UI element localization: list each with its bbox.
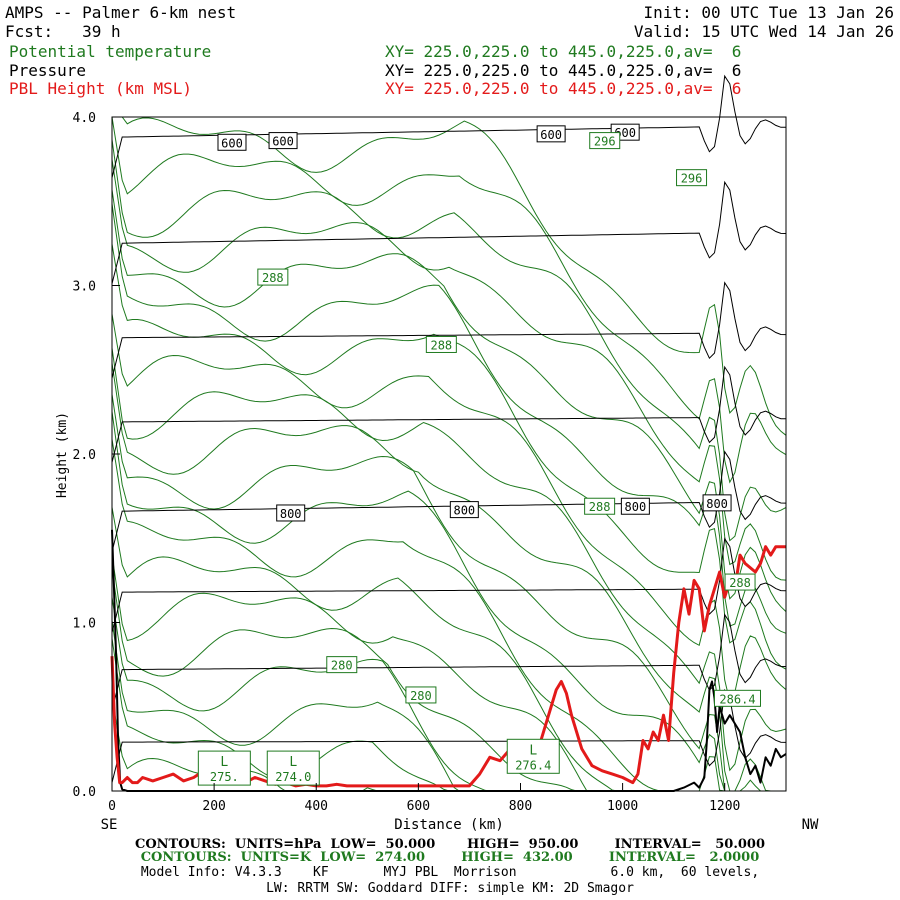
pressure-contour-750 [111, 365, 787, 463]
pressure-label-box [268, 132, 298, 150]
x-tick-label-2: 400 [305, 799, 328, 814]
pressure-label: 600 [221, 136, 243, 150]
pressure-label-box [217, 133, 247, 151]
y-tick-label-4: 4.0 [73, 111, 96, 126]
low-label-box [506, 738, 560, 774]
y-tick-label-0: 0.0 [73, 785, 96, 800]
theta-label-box [713, 689, 761, 707]
theta-label-box [589, 132, 621, 150]
theta-contour-14 [111, 203, 787, 634]
pressure-label-box [276, 504, 306, 522]
theta-label: 288 [729, 576, 751, 590]
chart-title: AMPS -- Palmer 6-km nest [5, 3, 237, 22]
pressure-contour-650 [111, 180, 787, 284]
low-label: L [289, 755, 297, 770]
x-tick-label-1: 200 [202, 799, 225, 814]
axes: 0 200 400 600 800 1000 1200 0.0 1.0 2.0 3.0 4.0 [73, 111, 741, 814]
theta-label-box [405, 686, 437, 704]
x-tick-label-4: 800 [509, 799, 532, 814]
theta-label: 288 [589, 500, 611, 514]
theta-label: 280 [410, 689, 432, 703]
low-label: L [529, 743, 537, 758]
theta-contour-18 [111, 116, 787, 484]
pressure-contour-950 [111, 688, 787, 783]
theta-label-box [676, 169, 708, 187]
pressure-label: 600 [540, 128, 562, 142]
pressure-label-box [449, 501, 479, 519]
low-label-box [266, 750, 320, 786]
theta-contour-15 [111, 189, 787, 612]
theta-label: 296 [681, 172, 703, 186]
valid-time: Valid: 15 UTC Wed 14 Jan 26 [633, 22, 894, 41]
field-theta-xy: XY= 225.0,225.0 to 445.0,225.0,av= 6 [385, 42, 742, 61]
field-pressure-xy: XY= 225.0,225.0 to 445.0,225.0,av= 6 [385, 61, 742, 80]
pressure-label: 600 [272, 135, 294, 149]
pressure-label: 800 [625, 500, 647, 514]
theta-label-box [724, 573, 756, 591]
terrain-line [111, 529, 787, 792]
low-label-box [197, 750, 251, 786]
pressure-contour-800 [111, 450, 787, 552]
x-tick-label-3: 600 [407, 799, 430, 814]
theta-contour-9 [111, 394, 786, 792]
theta-label-box [425, 335, 457, 353]
x-tick-label-6: 1200 [709, 799, 740, 814]
pressure-contour-850 [111, 537, 787, 633]
theta-contours [111, 116, 787, 792]
theta-contour-16 [111, 159, 787, 581]
x-tick-label-0: 0 [108, 799, 116, 814]
field-pbl-name: PBL Height (km MSL) [9, 79, 193, 98]
theta-label-box [326, 656, 358, 674]
theta-contour-17 [111, 139, 787, 542]
low-value: 275. [210, 770, 239, 784]
theta-contour-8 [111, 411, 786, 792]
x-end-label-right: NW [802, 817, 819, 833]
x-end-label-left: SE [101, 817, 118, 833]
low-value: 276.4 [515, 758, 551, 772]
field-pressure-name: Pressure [9, 61, 87, 80]
pressure-contour-900 [111, 613, 787, 711]
field-theta-name: Potential temperature [9, 42, 212, 61]
pressure-label: 800 [280, 507, 302, 521]
pressure-contour-600 [111, 74, 786, 178]
theta-label: 286.4 [719, 692, 755, 706]
low-label: L [220, 755, 228, 770]
y-tick-label-2: 2.0 [73, 448, 96, 463]
theta-label-box [257, 268, 289, 286]
init-time: Init: 00 UTC Tue 13 Jan 26 [643, 3, 894, 22]
theta-label: 296 [594, 135, 616, 149]
theta-contour-10 [111, 363, 786, 792]
y-tick-label-3: 3.0 [73, 280, 96, 295]
footer-theta-contours: CONTOURS: UNITS=K LOW= 274.00 HIGH= 432.… [140, 850, 760, 865]
theta-contour-13 [111, 243, 787, 670]
theta-contour-11 [111, 347, 787, 772]
pressure-contour-700 [111, 281, 787, 379]
pressure-label: 800 [453, 504, 475, 518]
plot-frame [111, 116, 787, 792]
theta-label: 280 [331, 659, 353, 673]
footer-model-info: Model Info: V4.3.3 KF MYJ PBL Morrison 6… [140, 865, 760, 880]
x-tick-label-5: 1000 [607, 799, 638, 814]
theta-contour-19 [112, 116, 787, 436]
theta-label: 288 [262, 271, 284, 285]
forecast-hour: Fcst: 39 h [5, 22, 121, 41]
y-axis-label: Height (km) [55, 412, 70, 498]
footer-physics-info: LW: RRTM SW: Goddard DIFF: simple KM: 2D… [266, 881, 634, 896]
pressure-label-box [620, 497, 650, 515]
pressure-label: 800 [706, 497, 728, 511]
theta-contour-12 [111, 313, 787, 703]
pressure-label-box [536, 125, 566, 143]
theta-label-box [584, 497, 616, 515]
field-pbl-xy: XY= 225.0,225.0 to 445.0,225.0,av= 6 [385, 79, 742, 98]
y-tick-label-1: 1.0 [73, 617, 96, 632]
x-axis-label: Distance (km) [394, 817, 504, 833]
footer-pressure-contours: CONTOURS: UNITS=hPa LOW= 50.000 HIGH= 95… [134, 837, 766, 852]
theta-label: 288 [430, 338, 452, 352]
pressure-label-box [702, 494, 732, 512]
low-value: 274.0 [275, 770, 311, 784]
theta-contour-6 [111, 507, 786, 792]
